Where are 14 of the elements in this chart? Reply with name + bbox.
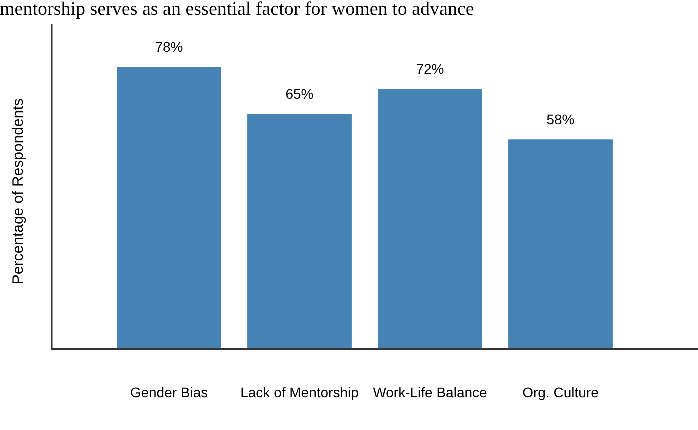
bar [248, 114, 352, 350]
data-label: 65% [286, 86, 314, 102]
bar [508, 140, 613, 350]
data-label: 58% [546, 111, 575, 128]
bar [117, 67, 222, 350]
x-tick-label: Org. Culture [522, 384, 600, 400]
text: mentorship serves as an essential factor for women to advance [0, 0, 474, 20]
data-label: 72% [416, 60, 444, 77]
x-tick-label: Gender Bias [130, 384, 208, 400]
x-tick-label: Lack of Mentorship [240, 384, 360, 400]
x-tick-label: Work-Life Balance [373, 384, 488, 400]
bar [378, 89, 482, 350]
data-label: 78% [155, 39, 184, 56]
y-axis-title: Percentage of Respondents [10, 98, 28, 285]
